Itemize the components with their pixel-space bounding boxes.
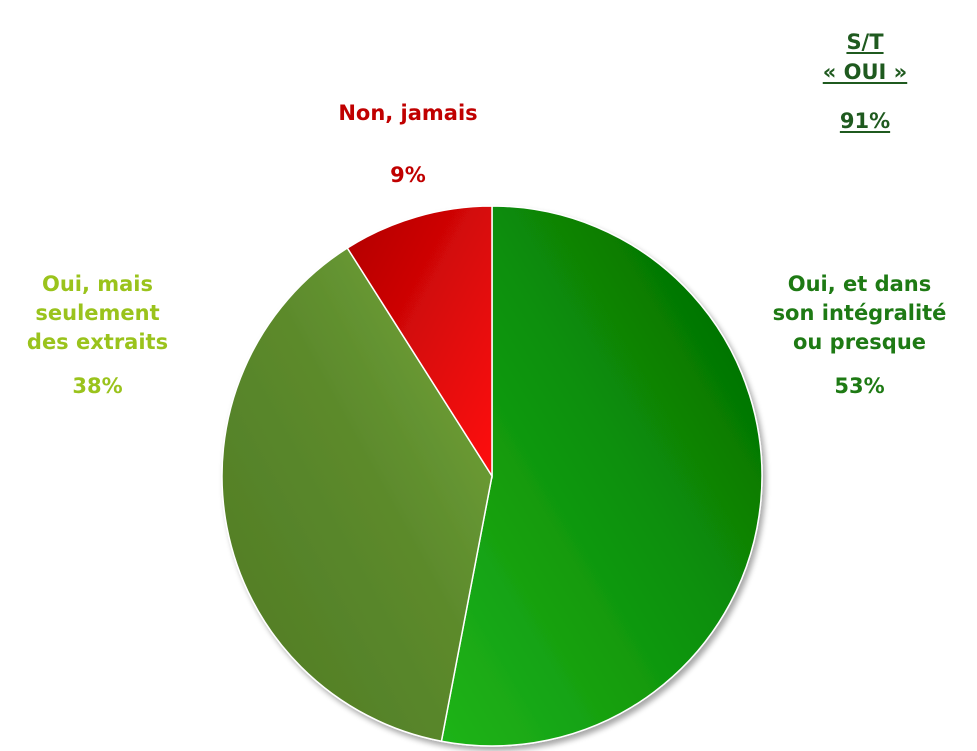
pie-slice-3 [346,205,493,479]
slice-label-line: seulement [35,301,160,325]
slice-label-line: ou presque [792,330,927,354]
slice-label-name: Non, jamais [338,101,478,125]
pie-slice-2 [221,246,493,743]
subtotal-annotation: S/T « OUI » 91% [790,27,940,136]
slice-value-label: 9% [390,163,426,187]
subtotal-line: S/T [846,30,884,54]
slice-label-extraits: Oui, mais seulement des extraits 38% [0,270,195,401]
slice-value-label: 38% [72,374,123,398]
slice-label-line: des extraits [26,330,169,354]
slice-value-label: 53% [834,374,885,398]
slice-label-non-jamais: Non, jamais 9% [293,99,523,190]
slice-label-line: son intégralité [772,301,947,325]
subtotal-value: 91% [839,109,891,133]
slice-label-integralite: Oui, et dans son intégralité ou presque … [742,270,977,401]
pie-slice-1 [440,205,763,747]
slice-label-line: Oui, et dans [787,272,932,296]
subtotal-line: « OUI » [822,60,908,84]
slice-label-line: Oui, mais [41,272,154,296]
